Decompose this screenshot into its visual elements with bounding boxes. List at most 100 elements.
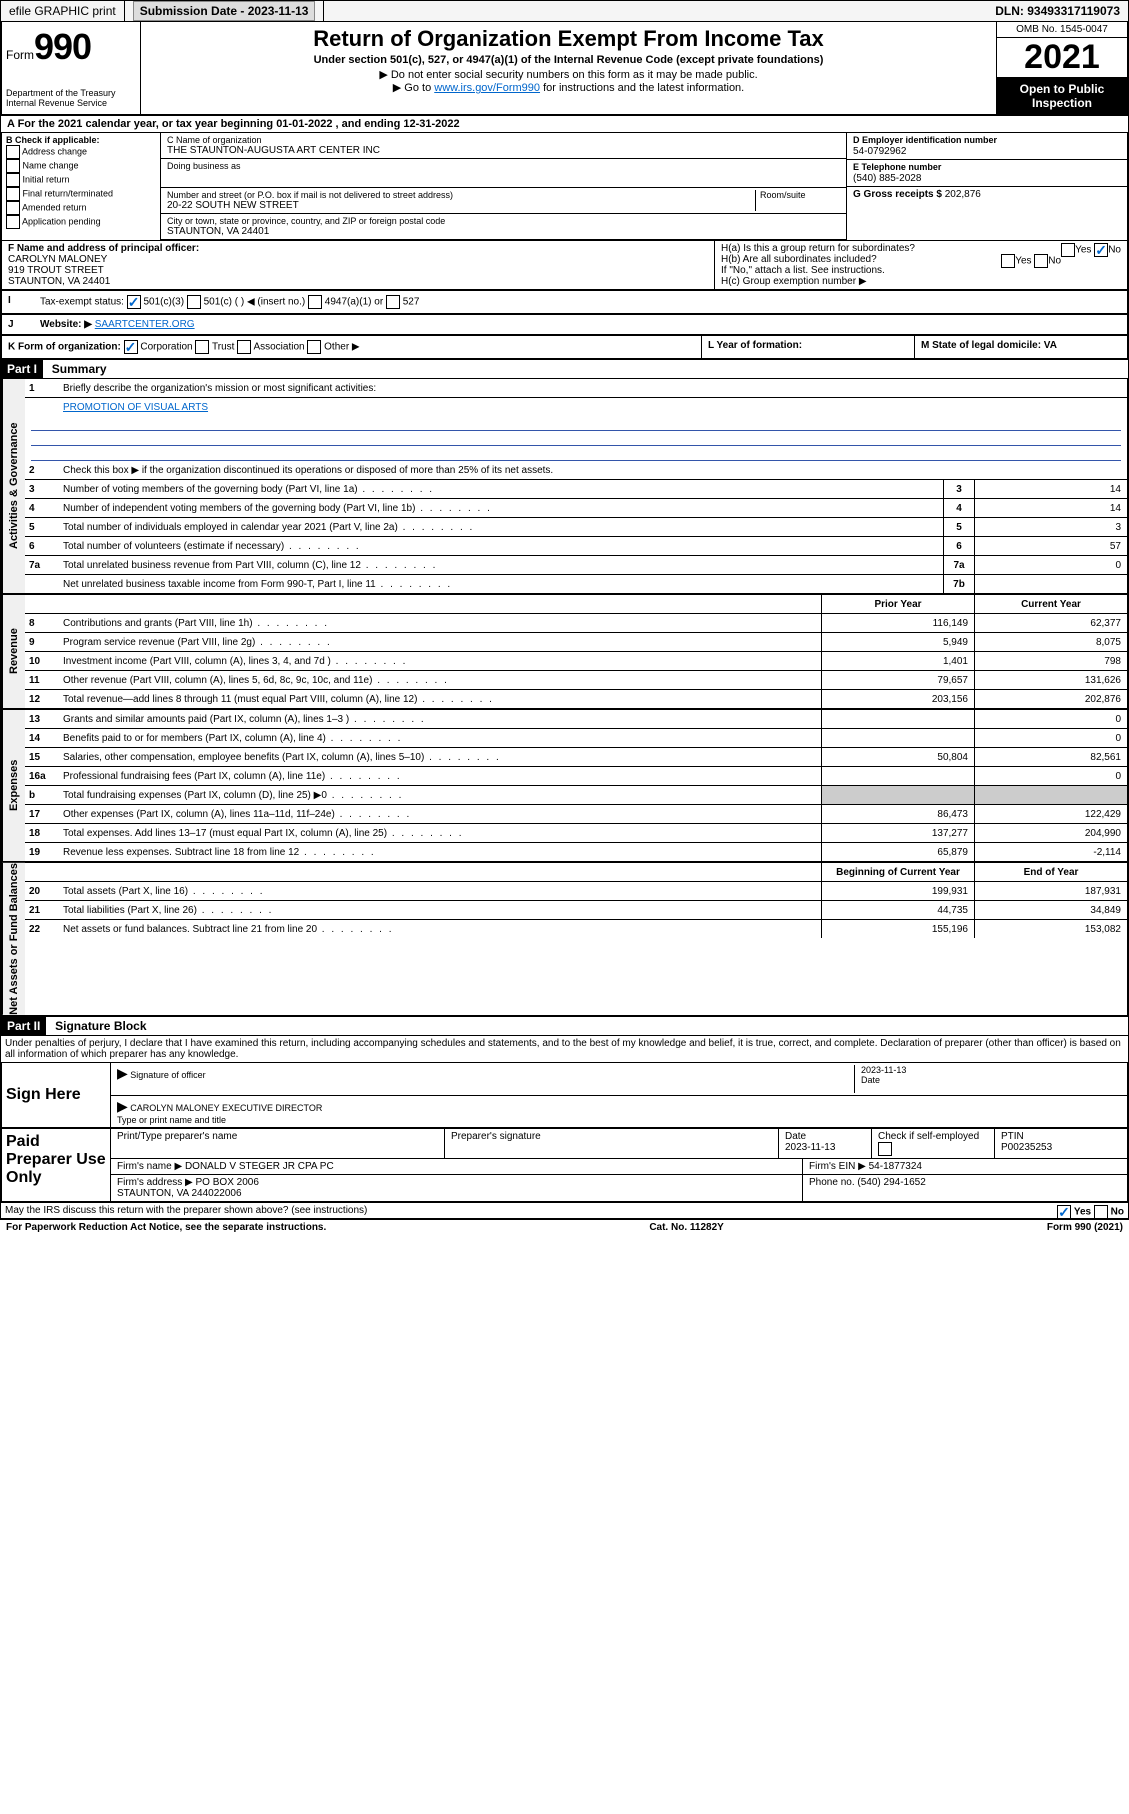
- officer-name: CAROLYN MALONEY: [8, 254, 107, 265]
- city-lbl: City or town, state or province, country…: [167, 216, 445, 226]
- officer-signed-name: CAROLYN MALONEY EXECUTIVE DIRECTOR: [130, 1103, 322, 1113]
- prior-year-hdr: Prior Year: [821, 595, 974, 613]
- cb-amended-return[interactable]: [6, 201, 20, 215]
- firm-addr2: STAUNTON, VA 244022006: [117, 1188, 242, 1199]
- street-addr: 20-22 SOUTH NEW STREET: [167, 200, 755, 211]
- part2-hdr: Part II: [1, 1017, 46, 1035]
- vtab-exp: Expenses: [2, 710, 25, 861]
- cb-discuss-no[interactable]: [1094, 1205, 1108, 1219]
- table-row: 15Salaries, other compensation, employee…: [25, 748, 1127, 767]
- prep-date: 2023-11-13: [785, 1142, 835, 1153]
- table-row: 14Benefits paid to or for members (Part …: [25, 729, 1127, 748]
- k-lbl: K Form of organization:: [8, 342, 121, 353]
- mission-line: [31, 431, 1121, 446]
- form-title: Return of Organization Exempt From Incom…: [151, 26, 986, 52]
- form-number: 990: [34, 26, 91, 67]
- table-row: 22Net assets or fund balances. Subtract …: [25, 920, 1127, 938]
- line-a: A For the 2021 calendar year, or tax yea…: [0, 116, 1129, 133]
- q2: Check this box ▶ if the organization dis…: [59, 464, 1127, 477]
- top-bar: efile GRAPHIC print Submission Date - 20…: [0, 0, 1129, 22]
- cb-corp[interactable]: [124, 340, 138, 354]
- cb-assoc[interactable]: [237, 340, 251, 354]
- efile-label: efile GRAPHIC print: [1, 1, 125, 21]
- table-row: 21Total liabilities (Part X, line 26)44,…: [25, 901, 1127, 920]
- cb-discuss-yes[interactable]: [1057, 1205, 1071, 1219]
- cb-527[interactable]: [386, 295, 400, 309]
- cb-initial-return[interactable]: [6, 173, 20, 187]
- tax-year: 2021: [997, 38, 1127, 78]
- cb-ha-yes[interactable]: [1061, 243, 1075, 257]
- cb-501c[interactable]: [187, 295, 201, 309]
- cb-name-change[interactable]: [6, 159, 20, 173]
- table-row: 5Total number of individuals employed in…: [25, 518, 1127, 537]
- table-row: 11Other revenue (Part VIII, column (A), …: [25, 671, 1127, 690]
- footer-left: For Paperwork Reduction Act Notice, see …: [6, 1222, 326, 1233]
- table-row: 8Contributions and grants (Part VIII, li…: [25, 614, 1127, 633]
- j-lbl: Website: ▶: [40, 319, 92, 330]
- mission: PROMOTION OF VISUAL ARTS: [59, 401, 1127, 414]
- website[interactable]: SAARTCENTER.ORG: [95, 319, 195, 330]
- submission-date: Submission Date - 2023-11-13: [125, 1, 325, 21]
- cb-trust[interactable]: [195, 340, 209, 354]
- table-row: 19Revenue less expenses. Subtract line 1…: [25, 843, 1127, 861]
- vtab-gov: Activities & Governance: [2, 379, 25, 593]
- g-lbl: G Gross receipts $: [853, 189, 942, 200]
- footer-right: Form 990 (2021): [1047, 1222, 1123, 1233]
- form-word: Form: [6, 48, 34, 62]
- cb-final-return[interactable]: [6, 187, 20, 201]
- header-left: Form990 Department of the Treasury Inter…: [2, 22, 141, 114]
- dept-treasury: Department of the Treasury Internal Reve…: [6, 88, 136, 108]
- part1-title: Summary: [46, 362, 107, 376]
- row-k: K Form of organization: Corporation Trus…: [0, 336, 1129, 360]
- table-row: bTotal fundraising expenses (Part IX, co…: [25, 786, 1127, 805]
- block-f-h: F Name and address of principal officer:…: [0, 240, 1129, 291]
- l-year-formation: L Year of formation:: [701, 336, 914, 358]
- cb-4947[interactable]: [308, 295, 322, 309]
- footer: For Paperwork Reduction Act Notice, see …: [0, 1219, 1129, 1235]
- vtab-na: Net Assets or Fund Balances: [2, 863, 25, 1015]
- cb-app-pending[interactable]: [6, 215, 20, 229]
- cb-hb-yes[interactable]: [1001, 254, 1015, 268]
- curr-year-hdr: Current Year: [974, 595, 1127, 613]
- block-b-to-g: B Check if applicable: Address change Na…: [0, 133, 1129, 240]
- vtab-rev: Revenue: [2, 595, 25, 708]
- c-name-lbl: C Name of organization: [167, 135, 262, 145]
- row-i: I Tax-exempt status: 501(c)(3) 501(c) ( …: [0, 291, 1129, 315]
- telephone: (540) 885-2028: [853, 173, 921, 184]
- firm-phone: (540) 294-1652: [857, 1177, 925, 1188]
- dba-lbl: Doing business as: [167, 161, 241, 171]
- ptin: P00235253: [1001, 1142, 1052, 1153]
- cb-other[interactable]: [307, 340, 321, 354]
- table-row: 9Program service revenue (Part VIII, lin…: [25, 633, 1127, 652]
- officer-addr1: 919 TROUT STREET: [8, 265, 104, 276]
- irs-link[interactable]: www.irs.gov/Form990: [434, 82, 540, 94]
- b-label: B Check if applicable:: [6, 135, 100, 145]
- table-row: 18Total expenses. Add lines 13–17 (must …: [25, 824, 1127, 843]
- open-inspection: Open to Public Inspection: [997, 78, 1127, 114]
- table-row: 17Other expenses (Part IX, column (A), l…: [25, 805, 1127, 824]
- prep-sig-lbl: Preparer's signature: [445, 1129, 779, 1158]
- sig-date-lbl: Date: [861, 1075, 880, 1085]
- pt-name-lbl: Print/Type preparer's name: [111, 1129, 445, 1158]
- table-row: 13Grants and similar amounts paid (Part …: [25, 710, 1127, 729]
- mission-line: [31, 446, 1121, 461]
- col-f: F Name and address of principal officer:…: [2, 241, 714, 289]
- org-name: THE STAUNTON-AUGUSTA ART CENTER INC: [167, 145, 840, 156]
- firm-addr1: PO BOX 2006: [196, 1177, 259, 1188]
- cb-self-emp[interactable]: [878, 1142, 892, 1156]
- dln: DLN: 93493317119073: [987, 1, 1128, 21]
- cb-501c3[interactable]: [127, 295, 141, 309]
- submission-date-btn[interactable]: Submission Date - 2023-11-13: [133, 1, 316, 21]
- omb-no: OMB No. 1545-0047: [997, 22, 1127, 38]
- e-lbl: E Telephone number: [853, 162, 941, 172]
- cb-hb-no[interactable]: [1034, 254, 1048, 268]
- col-d-e-g: D Employer identification number 54-0792…: [846, 133, 1127, 240]
- table-row: 6Total number of volunteers (estimate if…: [25, 537, 1127, 556]
- mission-line: [31, 416, 1121, 431]
- sub1: Under section 501(c), 527, or 4947(a)(1)…: [151, 54, 986, 66]
- cb-address-change[interactable]: [6, 145, 20, 159]
- cb-ha-no[interactable]: [1094, 243, 1108, 257]
- section-revenue: Revenue Prior Year Current Year 8Contrib…: [0, 595, 1129, 710]
- table-row: 7aTotal unrelated business revenue from …: [25, 556, 1127, 575]
- row-j: J Website: ▶ SAARTCENTER.ORG: [0, 315, 1129, 336]
